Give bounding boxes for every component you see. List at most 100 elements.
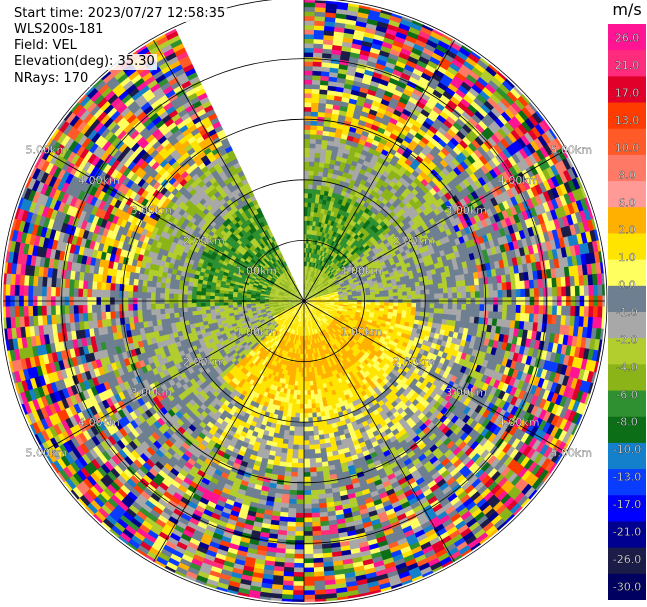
velocity-cell (311, 97, 320, 104)
velocity-cell (310, 111, 319, 117)
velocity-cell (307, 265, 310, 271)
velocity-cell (304, 293, 307, 299)
velocity-cell (305, 270, 308, 276)
velocity-cell (408, 26, 422, 36)
velocity-cell (341, 236, 347, 242)
velocity-cell (374, 294, 381, 298)
velocity-cell (409, 51, 422, 61)
velocity-cell (372, 119, 382, 128)
velocity-cell (327, 172, 334, 179)
velocity-cell (322, 130, 330, 137)
velocity-cell (384, 293, 390, 297)
velocity-cell (321, 139, 329, 146)
velocity-cell (315, 216, 320, 223)
velocity-cell (315, 273, 320, 279)
velocity-cell (326, 176, 333, 183)
velocity-cell (326, 248, 331, 254)
velocity-cell (318, 259, 322, 265)
velocity-cell (328, 80, 338, 87)
velocity-cell (327, 167, 335, 174)
velocity-cell (429, 293, 435, 299)
velocity-cell (326, 253, 331, 259)
velocity-cell (410, 71, 422, 81)
velocity-cell (304, 283, 306, 289)
velocity-cell (323, 34, 335, 41)
velocity-cell (312, 220, 317, 227)
velocity-cell (390, 143, 400, 152)
velocity-cell (456, 50, 469, 62)
velocity-cell (314, 2, 327, 8)
velocity-cell (384, 296, 390, 300)
velocity-cell (314, 198, 320, 204)
velocity-cell (308, 233, 312, 240)
velocity-cell (309, 156, 316, 162)
velocity-cell (323, 30, 335, 37)
velocity-cell (311, 88, 321, 95)
velocity-cell (305, 283, 307, 289)
velocity-cell (395, 120, 406, 129)
velocity-cell (328, 186, 335, 193)
velocity-cell (315, 193, 321, 200)
velocity-cell (443, 293, 449, 299)
velocity-cell (315, 221, 320, 227)
velocity-cell (376, 58, 388, 67)
velocity-cell (317, 111, 326, 118)
velocity-cell (315, 244, 319, 250)
velocity-cell (347, 298, 354, 301)
velocity-cell (383, 36, 395, 45)
velocity-cell (379, 293, 385, 297)
velocity-cell (304, 15, 316, 21)
velocity-cell (304, 124, 311, 130)
velocity-cell (304, 292, 306, 298)
velocity-cell (304, 0, 316, 3)
velocity-cell (311, 229, 315, 236)
velocity-cell (322, 48, 333, 55)
velocity-cell (403, 135, 413, 145)
velocity-cell (306, 238, 309, 244)
velocity-cell (393, 139, 402, 148)
velocity-cell (314, 11, 327, 17)
velocity-cell (434, 303, 440, 309)
velocity-cell (396, 147, 406, 156)
velocity-cell (317, 244, 322, 251)
velocity-cell (398, 143, 408, 152)
velocity-cell (371, 75, 382, 84)
velocity-cell (314, 24, 326, 31)
velocity-cell (316, 239, 321, 246)
velocity-cell (449, 62, 462, 73)
velocity-cell (305, 247, 309, 253)
velocity-cell (304, 97, 313, 103)
velocity-cell (374, 91, 385, 100)
velocity-cell (376, 87, 387, 95)
velocity-cell (398, 22, 412, 32)
velocity-cell (382, 114, 392, 122)
velocity-cell (386, 105, 396, 114)
velocity-cell (332, 230, 337, 237)
velocity-field (3, 0, 605, 602)
velocity-cell (310, 124, 318, 131)
velocity-cell (330, 250, 335, 256)
velocity-cell (388, 52, 400, 62)
velocity-cell (320, 79, 330, 86)
velocity-cell (304, 179, 309, 185)
velocity-cell (378, 122, 388, 131)
velocity-cell (306, 284, 309, 290)
velocity-cell (310, 133, 317, 140)
velocity-cell (309, 266, 312, 272)
velocity-cell (410, 92, 421, 102)
velocity-cell (312, 257, 316, 263)
velocity-cell (310, 266, 314, 272)
velocity-cell (313, 267, 317, 273)
velocity-cell (319, 152, 327, 159)
velocity-cell (311, 262, 315, 268)
velocity-cell (322, 125, 331, 132)
velocity-cell (312, 56, 323, 63)
velocity-cell (379, 296, 385, 300)
velocity-cell (307, 270, 310, 276)
velocity-cell (314, 272, 318, 278)
velocity-cell (306, 242, 309, 249)
velocity-cell (304, 293, 306, 298)
velocity-cell (312, 267, 316, 273)
velocity-cell (367, 88, 377, 97)
velocity-cell (395, 104, 405, 114)
